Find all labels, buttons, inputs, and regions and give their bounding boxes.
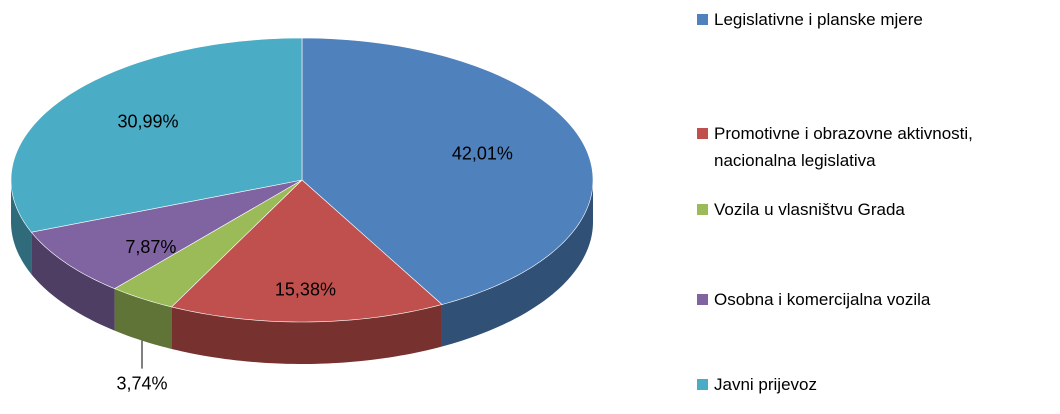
legend-label: Osobna i komercijalna vozila bbox=[714, 290, 931, 309]
data-label: 15,38% bbox=[275, 279, 336, 299]
legend-item: Javni prijevoz bbox=[697, 371, 976, 398]
legend-swatch bbox=[697, 204, 708, 215]
slice bbox=[301, 37, 594, 305]
slice bbox=[30, 179, 303, 289]
legend-label: Vozila u vlasništvu Grada bbox=[714, 200, 905, 219]
data-label: 3,74% bbox=[116, 373, 167, 393]
legend-item: Osobna i komercijalna vozila bbox=[697, 286, 976, 313]
legend-swatch bbox=[697, 294, 708, 305]
data-label: 7,87% bbox=[125, 237, 176, 257]
slice-side bbox=[171, 304, 442, 364]
data-label: 30,99% bbox=[117, 111, 178, 131]
chart: 42,01% 15,38% 3,74% 7,87% 30,99% bbox=[10, 37, 594, 393]
legend: Legislativne i planske mjere Promotivne i… bbox=[697, 0, 1060, 414]
slice-side bbox=[11, 180, 32, 275]
slice-side bbox=[31, 232, 115, 331]
data-label: 42,01% bbox=[452, 143, 513, 163]
slice bbox=[10, 37, 303, 233]
legend-item: Vozila u vlasništvu Grada bbox=[697, 196, 976, 223]
legend-item: Legislativne i planske mjere bbox=[697, 6, 976, 33]
slice bbox=[113, 179, 303, 308]
legend-label: Legislativne i planske mjere bbox=[714, 10, 923, 29]
slice-side bbox=[441, 180, 593, 347]
legend-label: Promotivne i obrazovne aktivnosti, nacio… bbox=[714, 124, 973, 170]
legend-label: Javni prijevoz bbox=[714, 375, 817, 394]
slice-side bbox=[114, 288, 172, 349]
legend-swatch bbox=[697, 128, 708, 139]
slice bbox=[170, 179, 443, 323]
legend-item: Promotivne i obrazovne aktivnosti, nacio… bbox=[697, 120, 976, 174]
legend-swatch bbox=[697, 379, 708, 390]
legend-swatch bbox=[697, 14, 708, 25]
